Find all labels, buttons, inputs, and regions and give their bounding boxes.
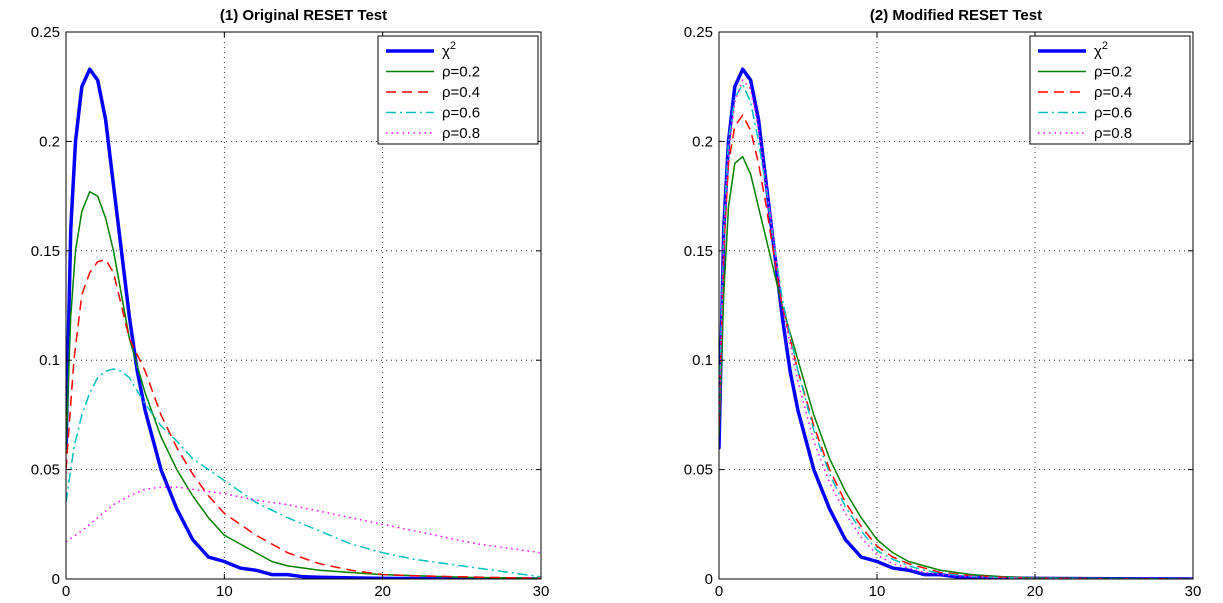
legend-label: ρ=0.2 xyxy=(442,64,480,81)
panel-1: 0 10 20 30 0 0.05 0.1 0.15 0.2 0.25 (1) Original R… xyxy=(31,7,550,600)
x-tick-label: 10 xyxy=(216,583,233,600)
series-line-5 xyxy=(719,79,1193,579)
x-tick-label: 20 xyxy=(374,583,391,600)
legend-label: ρ=0.6 xyxy=(1094,105,1132,122)
series-line-5 xyxy=(66,486,541,554)
legend-label: ρ=0.8 xyxy=(1094,125,1132,142)
y-tick-label: 0.05 xyxy=(31,462,60,479)
legend-label-superscript: 2 xyxy=(450,40,456,52)
legend-label: ρ=0.8 xyxy=(442,125,480,142)
y-tick-label: 0 xyxy=(52,571,60,588)
series-line-1 xyxy=(66,67,541,579)
y-tick-label: 0.1 xyxy=(692,352,713,369)
series-line-4 xyxy=(66,368,541,578)
legend-box xyxy=(377,35,539,145)
legend: χ2ρ=0.2ρ=0.4ρ=0.6ρ=0.8 xyxy=(1029,35,1191,145)
x-tick-label: 10 xyxy=(869,583,886,600)
series-line-3 xyxy=(66,258,541,579)
x-tick-label: 20 xyxy=(1027,583,1044,600)
legend-label: ρ=0.2 xyxy=(1094,64,1132,81)
series-line-2 xyxy=(66,190,541,579)
y-tick-label: 0.15 xyxy=(684,243,713,260)
x-tick-label: 30 xyxy=(533,583,550,600)
panel-2: 0 10 20 30 0 0.05 0.1 0.15 0.2 0.25 (2) Modified R… xyxy=(684,7,1202,600)
chart-title: (1) Original RESET Test xyxy=(220,7,387,24)
y-tick-label: 0.2 xyxy=(39,133,60,150)
series-line-4 xyxy=(719,83,1193,579)
series-line-1 xyxy=(719,67,1193,579)
x-tick-label: 0 xyxy=(62,583,70,600)
legend: χ2ρ=0.2ρ=0.4ρ=0.6ρ=0.8 xyxy=(377,35,539,145)
x-tick-label: 30 xyxy=(1185,583,1202,600)
y-tick-label: 0.2 xyxy=(692,133,713,150)
y-tick-label: 0.25 xyxy=(31,24,60,41)
axes-frame xyxy=(718,31,1194,580)
y-tick-label: 0.05 xyxy=(684,462,713,479)
legend-label: ρ=0.6 xyxy=(442,105,480,122)
y-tick-label: 0.25 xyxy=(684,24,713,41)
legend-label: ρ=0.4 xyxy=(1094,84,1132,101)
series-line-2 xyxy=(719,155,1193,579)
axes-frame xyxy=(65,31,542,580)
y-tick-label: 0.1 xyxy=(39,352,60,369)
chart-title: (2) Modified RESET Test xyxy=(870,7,1042,24)
y-tick-label: 0 xyxy=(705,571,713,588)
y-tick-label: 0.15 xyxy=(31,243,60,260)
legend-box xyxy=(1029,35,1191,145)
x-tick-label: 0 xyxy=(715,583,723,600)
legend-label-superscript: 2 xyxy=(1102,40,1108,52)
legend-label: ρ=0.4 xyxy=(442,84,480,101)
